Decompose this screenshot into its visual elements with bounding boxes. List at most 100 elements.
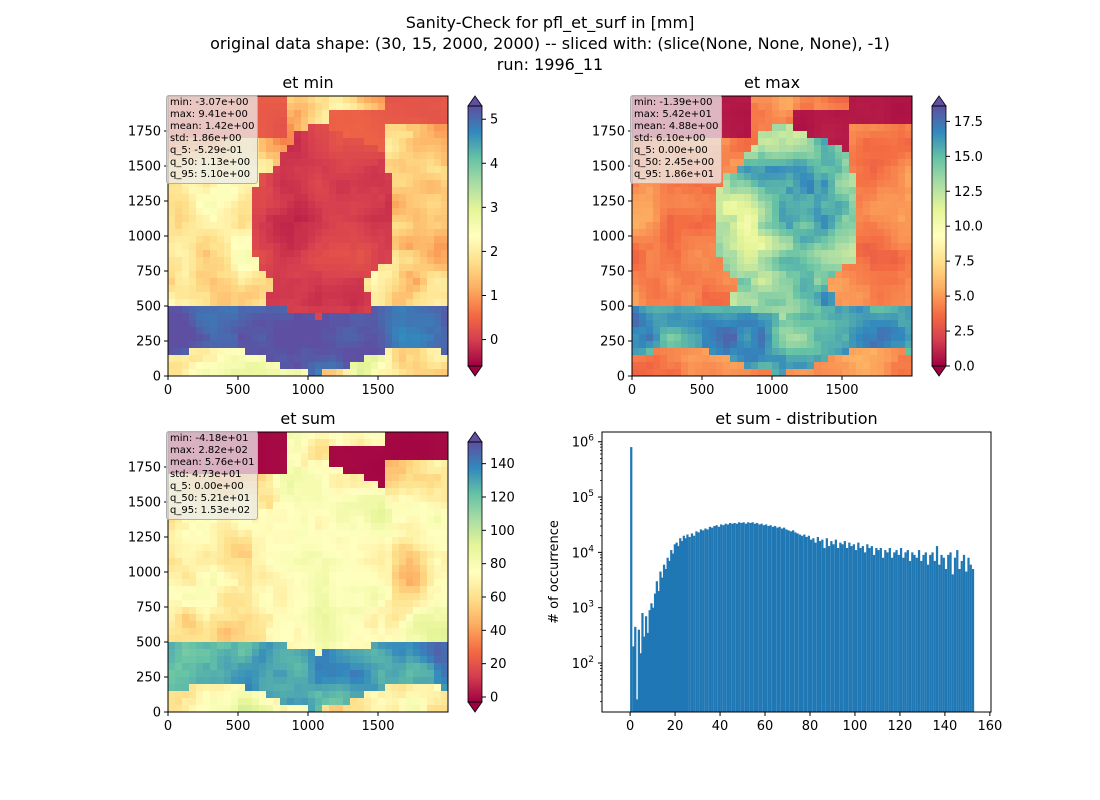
heatmap-cell	[413, 530, 421, 538]
heatmap-cell	[870, 292, 878, 300]
heatmap-cell	[863, 110, 871, 118]
heatmap-cell	[315, 670, 323, 678]
heatmap-cell	[203, 677, 211, 685]
heatmap-cell	[898, 103, 906, 111]
heatmap-cell	[371, 110, 379, 118]
histogram-bar	[717, 526, 721, 712]
heatmap-cell	[308, 173, 316, 181]
heatmap-cell	[224, 649, 232, 657]
heatmap-cell	[835, 327, 843, 335]
heatmap-cell	[364, 453, 372, 461]
heatmap-cell	[224, 705, 232, 712]
heatmap-cell	[273, 467, 281, 475]
heatmap-cell	[413, 572, 421, 580]
heatmap-cell	[392, 334, 400, 342]
heatmap-cell	[413, 586, 421, 594]
heatmap-cell	[434, 467, 442, 475]
heatmap-cell	[168, 271, 176, 279]
heatmap-cell	[175, 663, 183, 671]
heatmap-cell	[252, 530, 260, 538]
heatmap-cell	[357, 691, 365, 699]
colorbar-frame	[467, 105, 483, 367]
heatmap-cell	[343, 110, 351, 118]
heatmap-cell	[877, 362, 885, 370]
heatmap-cell	[751, 236, 759, 244]
heatmap-cell	[420, 642, 428, 650]
heatmap-cell	[364, 558, 372, 566]
heatmap-cell	[294, 271, 302, 279]
heatmap-cell	[287, 194, 295, 202]
heatmap-cell	[294, 558, 302, 566]
heatmap-cell	[329, 222, 337, 230]
heatmap-cell	[898, 264, 906, 272]
heatmap-cell	[828, 341, 836, 349]
heatmap-cell	[336, 670, 344, 678]
heatmap-cell	[238, 698, 246, 706]
heatmap-cell	[217, 537, 225, 545]
heatmap-cell	[646, 362, 654, 370]
heatmap-cell	[182, 663, 190, 671]
heatmap-cell	[385, 467, 393, 475]
heatmap-cell	[716, 236, 724, 244]
heatmap-cell	[168, 558, 176, 566]
heatmap-cell	[168, 348, 176, 356]
heatmap-cell	[814, 271, 822, 279]
heatmap-cell	[273, 439, 281, 447]
heatmap-cell	[674, 187, 682, 195]
heatmap-cell	[217, 705, 225, 712]
heatmap-cell	[287, 684, 295, 692]
heatmap-cell	[793, 250, 801, 258]
heatmap-cell	[203, 292, 211, 300]
heatmap-cell	[343, 173, 351, 181]
colorbar-tick-label: 7.5	[954, 255, 975, 270]
heatmap-cell	[280, 320, 288, 328]
heatmap-cell	[231, 586, 239, 594]
heatmap-cell	[308, 250, 316, 258]
heatmap-cell	[730, 201, 738, 209]
heatmap-cell	[814, 96, 822, 104]
heatmap-cell	[343, 348, 351, 356]
heatmap-cell	[175, 572, 183, 580]
heatmap-cell	[217, 586, 225, 594]
heatmap-cell	[294, 432, 302, 440]
heatmap-cell	[702, 285, 710, 293]
heatmap-cell	[315, 600, 323, 608]
heatmap-cell	[210, 257, 218, 265]
heatmap-cell	[427, 572, 435, 580]
heatmap-cell	[371, 236, 379, 244]
heatmap-cell	[336, 488, 344, 496]
heatmap-cell	[189, 649, 197, 657]
heatmap-cell	[786, 362, 794, 370]
heatmap-cell	[378, 530, 386, 538]
heatmap-cell	[245, 194, 253, 202]
heatmap-cell	[182, 362, 190, 370]
heatmap-cell	[730, 138, 738, 146]
heatmap-cell	[737, 131, 745, 139]
heatmap-cell	[259, 250, 267, 258]
heatmap-cell	[399, 145, 407, 153]
heatmap-cell	[280, 544, 288, 552]
heatmap-cell	[737, 348, 745, 356]
heatmap-cell	[168, 565, 176, 573]
heatmap-cell	[891, 194, 899, 202]
heatmap-cell	[343, 593, 351, 601]
heatmap-cell	[343, 453, 351, 461]
heatmap-cell	[702, 271, 710, 279]
heatmap-cell	[189, 278, 197, 286]
heatmap-cell	[266, 229, 274, 237]
heatmap-cell	[273, 579, 281, 587]
heatmap-cell	[238, 691, 246, 699]
heatmap-cell	[245, 663, 253, 671]
heatmap-cell	[758, 334, 766, 342]
heatmap-cell	[434, 369, 442, 376]
heatmap-cell	[427, 607, 435, 615]
heatmap-cell	[870, 103, 878, 111]
heatmap-cell	[259, 586, 267, 594]
heatmap-cell	[294, 138, 302, 146]
heatmap-cell	[399, 243, 407, 251]
heatmap-cell	[399, 131, 407, 139]
heatmap-cell	[203, 194, 211, 202]
heatmap-cell	[273, 348, 281, 356]
heatmap-cell	[378, 110, 386, 118]
heatmap-cell	[217, 530, 225, 538]
